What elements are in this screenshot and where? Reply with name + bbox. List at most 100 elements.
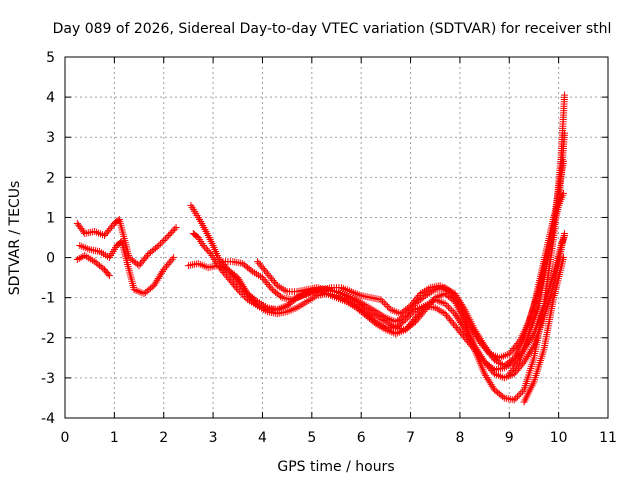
data-point: [161, 235, 169, 243]
data-point: [518, 388, 526, 396]
data-point: [104, 270, 112, 278]
data-point: [160, 237, 168, 245]
data-point: [201, 243, 209, 251]
data-point: [476, 335, 484, 343]
data-point: [169, 227, 177, 235]
plot-frame: [64, 56, 609, 419]
data-point: [485, 377, 493, 385]
x-tick-label: 9: [505, 430, 514, 446]
data-point: [459, 322, 467, 330]
data-point: [232, 284, 240, 292]
series-track-i: [505, 157, 568, 378]
data-point: [385, 304, 393, 312]
x-tick-label: 2: [159, 430, 168, 446]
data-point: [446, 305, 454, 313]
data-point: [473, 329, 481, 337]
data-point: [150, 282, 158, 290]
y-tick-label: 4: [46, 90, 55, 106]
data-point: [420, 293, 428, 301]
data-point: [517, 389, 525, 397]
data-point: [236, 277, 244, 285]
data-point: [499, 393, 507, 401]
data-point: [199, 242, 207, 250]
data-point: [252, 300, 260, 308]
data-point: [153, 276, 161, 284]
data-point: [483, 373, 491, 381]
data-point: [451, 290, 459, 298]
x-tick-label: 5: [307, 430, 316, 446]
x-tick-label: 4: [258, 430, 267, 446]
data-point: [247, 266, 255, 274]
data-point: [453, 313, 461, 321]
data-point: [443, 301, 451, 309]
x-axis-label: GPS time / hours: [277, 459, 394, 475]
data-point: [489, 354, 497, 362]
y-tick-label: 1: [46, 210, 55, 226]
data-point: [452, 291, 460, 299]
data-point: [168, 255, 176, 263]
data-point: [456, 299, 464, 307]
data-point: [486, 379, 494, 387]
data-point: [488, 352, 496, 360]
data-point: [524, 351, 532, 359]
data-point: [514, 360, 522, 368]
data-point: [151, 280, 159, 288]
data-point: [484, 347, 492, 355]
data-point: [481, 342, 489, 350]
data-point: [144, 251, 152, 259]
data-point: [489, 365, 497, 373]
data-point: [99, 264, 107, 272]
data-point: [168, 228, 176, 236]
data-point: [239, 291, 247, 299]
chart-title: Day 089 of 2026, Sidereal Day-to-day VTE…: [53, 21, 612, 37]
data-point: [458, 320, 466, 328]
series-track-j: [520, 254, 568, 406]
data-point: [155, 273, 163, 281]
data-point: [460, 304, 468, 312]
data-point: [380, 299, 388, 307]
y-tick-label: 5: [46, 50, 55, 66]
x-tick-label: 3: [209, 430, 218, 446]
data-point: [382, 301, 390, 309]
data-point: [105, 272, 113, 280]
data-point: [454, 315, 462, 323]
data-point: [235, 275, 243, 283]
series-track-c: [76, 238, 178, 298]
data-point: [163, 233, 171, 241]
data-point: [156, 271, 164, 279]
data-point: [477, 336, 485, 344]
data-point: [458, 300, 466, 308]
data-point: [463, 329, 471, 337]
data-point: [155, 242, 163, 250]
data-point: [172, 223, 180, 231]
data-point: [80, 228, 88, 236]
data-point: [523, 352, 531, 360]
x-tick-label: 11: [599, 430, 617, 446]
y-tick-label: 0: [46, 251, 55, 267]
data-point: [234, 274, 242, 282]
data-point: [479, 356, 487, 364]
data-point: [158, 269, 166, 277]
data-point: [486, 349, 494, 357]
data-point: [514, 393, 521, 401]
data-point: [170, 254, 178, 262]
data-point: [238, 281, 246, 289]
data-point: [456, 319, 464, 327]
data-point: [234, 286, 242, 294]
data-point: [204, 246, 212, 254]
data-point: [453, 293, 461, 301]
y-axis-label: SDTVAR / TECUs: [7, 181, 23, 296]
data-point: [459, 302, 467, 310]
data-point: [484, 375, 492, 383]
data-point: [377, 296, 385, 304]
data-point: [452, 311, 460, 319]
y-tick-label: -1: [41, 291, 55, 307]
data-point: [482, 344, 490, 352]
data-point: [154, 275, 162, 283]
data-point: [267, 284, 275, 292]
data-point: [237, 289, 245, 297]
data-point: [202, 245, 210, 253]
axis-ticks: 0 1 2 3 4 5 6 7 8 9 10 11 -4 -3 -2 -1 0 1 2 3 4 5: [41, 50, 617, 446]
data-point: [510, 396, 518, 404]
